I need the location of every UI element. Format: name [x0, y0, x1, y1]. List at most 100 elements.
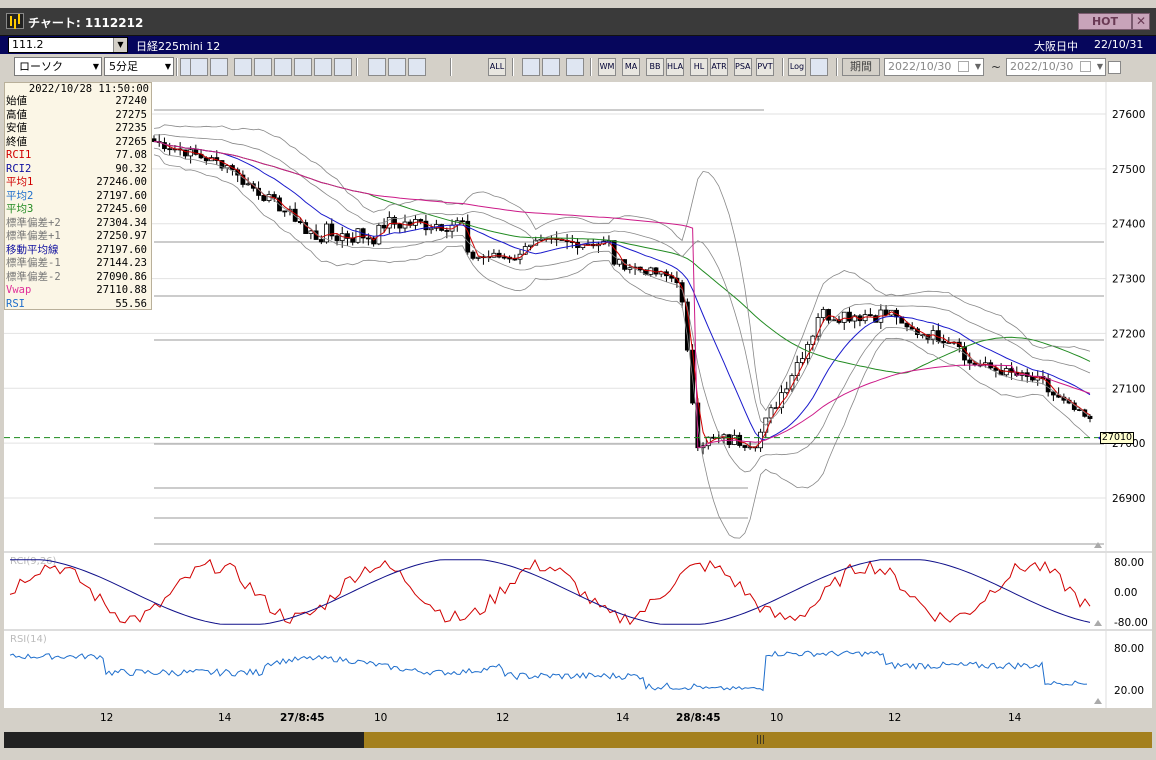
- info-row-label: 標準偏差+2: [6, 216, 61, 229]
- candle-body: [679, 282, 685, 303]
- info-row: 平均1 27246.00: [5, 176, 151, 190]
- candle-body: [517, 253, 523, 260]
- rci2-line: [10, 559, 1091, 625]
- info-row-value: 27090.86: [96, 270, 147, 283]
- date-from-field[interactable]: 2022/10/30 ▼: [884, 58, 984, 76]
- candle-body: [820, 309, 826, 318]
- average-1-line: [153, 141, 1091, 448]
- pen-icon[interactable]: [314, 58, 332, 76]
- close-icon[interactable]: ✕: [1132, 13, 1150, 30]
- hot-button[interactable]: HOT: [1078, 13, 1132, 30]
- toolbar-btn-bb[interactable]: BB: [646, 58, 664, 76]
- info-row: RSI 55.56: [5, 298, 151, 312]
- period-checkbox[interactable]: [1108, 61, 1121, 74]
- chart-app-icon: [6, 13, 24, 29]
- info-row-value: 27110.88: [96, 284, 147, 296]
- info-row-label: 移動平均線: [6, 243, 59, 256]
- info-row-label: 平均1: [6, 176, 34, 188]
- candle-body: [758, 431, 763, 449]
- toolbar-btn-pvt[interactable]: PVT: [756, 58, 774, 76]
- toolbar-btn-log[interactable]: Log: [788, 58, 806, 76]
- interval-select[interactable]: 5分足 ▼: [104, 57, 174, 76]
- cursor-icon[interactable]: [334, 58, 352, 76]
- candle-body: [428, 227, 434, 231]
- toolbar-btn-hla[interactable]: HLA: [666, 58, 684, 76]
- candle-body: [1087, 415, 1093, 419]
- info-datetime: 2022/10/28 11:50:00: [28, 83, 149, 95]
- calendar-icon[interactable]: [958, 61, 969, 72]
- info-row: 移動平均線 27197.60: [5, 244, 151, 258]
- chart-area[interactable]: 27600 27500 27400 27300 27200 27100 27000 26900…: [4, 82, 1152, 730]
- line-tool-icon[interactable]: [388, 58, 406, 76]
- candle-body: [627, 267, 633, 270]
- candle-body: [941, 340, 946, 344]
- axis-marker-icon: [1094, 620, 1102, 626]
- palette-icon[interactable]: [566, 58, 584, 76]
- date-to-field[interactable]: 2022/10/30 ▼: [1006, 58, 1106, 76]
- zoom-icon[interactable]: [234, 58, 252, 76]
- candle-body: [742, 445, 748, 448]
- candle-body: [188, 149, 194, 157]
- info-row: 標準偏差+2 27304.34: [5, 217, 151, 231]
- time-axis-label: 10: [770, 712, 784, 724]
- info-row-label: RCI2: [6, 162, 32, 175]
- bar-icon[interactable]: [254, 58, 272, 76]
- settings-icon[interactable]: [522, 58, 540, 76]
- info-row-value: 27265: [115, 135, 147, 148]
- candle-body: [282, 210, 288, 213]
- chart-type-select[interactable]: ローソク ▼: [14, 57, 102, 76]
- layout-icon[interactable]: [810, 58, 828, 76]
- chart-scrollbar[interactable]: |||: [4, 732, 1152, 748]
- toolbar-btn-ma[interactable]: MA: [622, 58, 640, 76]
- info-row-label: 終値: [6, 135, 27, 148]
- candle-body: [460, 220, 465, 223]
- candle-body: [350, 238, 356, 243]
- price-axis-label: 26900: [1112, 493, 1145, 505]
- symbol-select[interactable]: 111.2 ▼: [8, 37, 128, 53]
- chevron-down-icon: ▼: [1096, 62, 1103, 71]
- rci-axis-label: -80.00: [1114, 617, 1148, 629]
- grid-icon[interactable]: [294, 58, 312, 76]
- compare-icon[interactable]: [190, 58, 208, 76]
- time-axis-label: 12: [496, 712, 510, 724]
- candle-body: [386, 216, 392, 229]
- toolbar-btn-psar[interactable]: PSAR: [734, 58, 752, 76]
- toolbar-separator: [512, 58, 514, 76]
- scrollbar-thumb[interactable]: [364, 732, 1152, 748]
- candle-body: [653, 267, 659, 275]
- brush-icon[interactable]: [542, 58, 560, 76]
- toolbar-separator: [590, 58, 592, 76]
- text-tool-icon[interactable]: [408, 58, 426, 76]
- date-from-value: 2022/10/30: [888, 60, 952, 73]
- candle-body: [847, 311, 852, 322]
- candle-body: [967, 359, 973, 364]
- bollinger-band-line: [153, 124, 1091, 412]
- rsi-axis-label: 20.00: [1114, 685, 1144, 697]
- candle-body: [167, 148, 173, 151]
- toolbar-btn-wm[interactable]: WM: [598, 58, 616, 76]
- info-row-label: 始値: [6, 95, 27, 107]
- candle-body: [1050, 391, 1056, 396]
- candle-body: [397, 223, 403, 229]
- candle-body: [308, 230, 314, 234]
- info-row: RCI1 77.08: [5, 149, 151, 163]
- date-range-separator: ~: [991, 60, 1002, 74]
- scrollbar-grip-icon[interactable]: |||: [756, 735, 766, 745]
- bollinger-band-line: [153, 154, 1091, 539]
- window-title: チャート: 1112212: [28, 16, 144, 30]
- candle-body: [334, 235, 340, 241]
- undo-icon[interactable]: [368, 58, 386, 76]
- price-chart-svg[interactable]: 2760027500274002730027200271002700026900…: [4, 82, 1152, 730]
- info-row: 始値 27240: [5, 95, 151, 109]
- toolbar-btn-all[interactable]: ALL: [488, 58, 506, 76]
- calendar-icon[interactable]: [1080, 61, 1091, 72]
- add-icon[interactable]: [210, 58, 228, 76]
- candle-body: [904, 322, 910, 328]
- date-to-value: 2022/10/30: [1010, 60, 1074, 73]
- candle-body: [324, 223, 329, 243]
- period-button[interactable]: 期間: [842, 58, 880, 76]
- candle-icon[interactable]: [274, 58, 292, 76]
- toolbar-btn-hl[interactable]: HL: [690, 58, 708, 76]
- toolbar-btn-atr[interactable]: ATR: [710, 58, 728, 76]
- info-row: 安値 27235: [5, 122, 151, 136]
